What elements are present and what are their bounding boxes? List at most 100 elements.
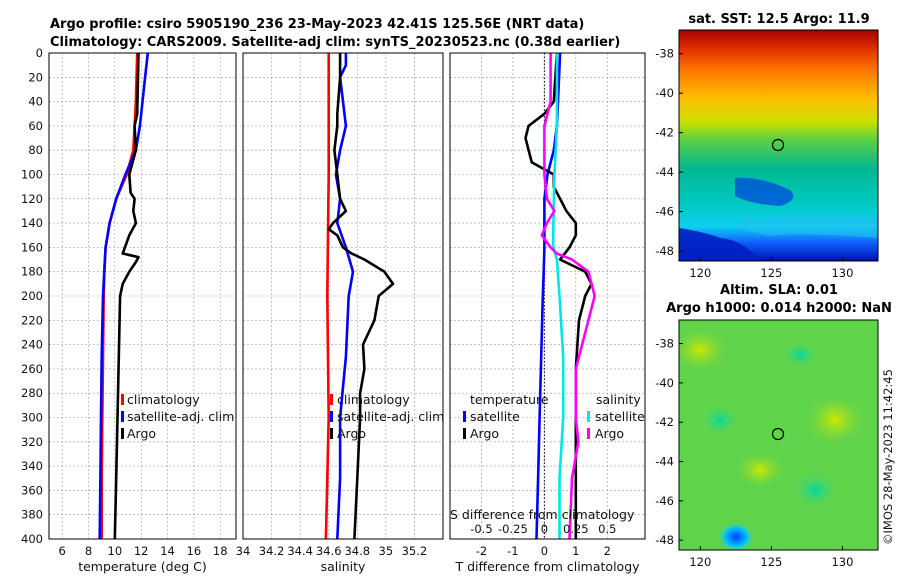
series-line-t-argo (524, 52, 593, 539)
salinity-legend: climatology satellite-adj. clim Argo (330, 392, 444, 441)
map-y-tick-label: -44 (655, 165, 674, 179)
s-tick-label: -0.25 (498, 522, 528, 536)
x-tick-label: 14 (160, 544, 175, 558)
sla-cyan-blob (793, 470, 837, 510)
legend-label-t-argo: Argo (470, 426, 499, 441)
x-tick-label: 8 (85, 544, 92, 558)
legend-swatch-argo (330, 428, 333, 439)
legend-label-satellite: satellite-adj. clim (337, 409, 444, 424)
sst-cold-pool (679, 228, 760, 261)
x-tick-label: 34.2 (259, 544, 285, 558)
map-y-tick-label: -38 (655, 47, 674, 61)
legend-swatch-satellite (330, 411, 333, 422)
salinity-panel: 34 34.2 34.4 34.6 34.8 35 35.2 salinity (236, 52, 444, 574)
s-tick-label: 0 (541, 522, 548, 536)
y-tick-label: 400 (21, 532, 43, 546)
y-tick-label: 0 (36, 46, 43, 60)
legend-label-t-satellite: satellite (470, 409, 520, 424)
x-axis-label: salinity (321, 559, 366, 574)
map-y-tick-label: -46 (655, 205, 674, 219)
map-y-tick-label: -38 (655, 337, 674, 351)
legend-label-s-satellite: satellite (595, 409, 645, 424)
sla-map-ticks: 120 125 130 -38 -40 -42 -44 -46 -48 (655, 337, 853, 569)
legend-label-climatology: climatology (337, 392, 410, 407)
y-tick-label: 80 (28, 143, 43, 157)
x-tick-label: 10 (108, 544, 123, 558)
x-tick-label: -1 (507, 544, 518, 558)
sla-cyan-blob (782, 341, 818, 369)
figure-title-line1: Argo profile: csiro 5905190_236 23-May-2… (50, 17, 584, 32)
sla-yellow-blob (805, 394, 865, 446)
x-tick-label: 16 (187, 544, 202, 558)
y-tick-label: 340 (21, 459, 43, 473)
legend-label-climatology: climatology (127, 392, 200, 407)
figure-title-line2: Climatology: CARS2009. Satellite-adj cli… (50, 35, 620, 50)
temperature-legend: climatology satellite-adj. clim Argo (121, 392, 234, 441)
y-tick-label: 60 (28, 119, 43, 133)
series-line-argo (113, 52, 140, 540)
map-x-tick-label: 120 (689, 555, 711, 569)
s-tick-label: -0.5 (470, 522, 492, 536)
legend-label-satellite: satellite-adj. clim (127, 409, 234, 424)
y-tick-label: 160 (21, 240, 43, 254)
map-y-tick-label: -44 (655, 455, 674, 469)
x-tick-label: 34.8 (344, 544, 370, 558)
x-axis-label: temperature (deg C) (78, 559, 207, 574)
y-tick-label: 100 (21, 168, 43, 182)
legend-label-s-argo: Argo (595, 426, 624, 441)
imos-watermark: ©IMOS 28-May-2023 11:42:45 (881, 369, 895, 545)
legend-swatch-argo (121, 428, 124, 439)
series-line-climatology (324, 53, 331, 540)
series-line-satellite-adj-clim (98, 52, 150, 540)
map-x-tick-label: 125 (760, 555, 782, 569)
sla-yellow-blob (736, 452, 784, 488)
y-tick-label: 300 (21, 411, 43, 425)
x-tick-label: 35.2 (402, 544, 428, 558)
difference-legend: temperature satellite Argo salinity sate… (463, 392, 645, 441)
series-line-argo (327, 53, 395, 540)
map-y-tick-label: -40 (655, 376, 674, 390)
y-tick-label: 360 (21, 483, 43, 497)
x-tick-label: 18 (213, 544, 228, 558)
x-tick-label: 35 (379, 544, 394, 558)
sla-map-title-line1: Altim. SLA: 0.01 (720, 283, 838, 298)
y-tick-label: 380 (21, 508, 43, 522)
x-tick-label: -2 (476, 544, 487, 558)
map-y-tick-label: -48 (655, 244, 674, 258)
s-difference-ticks: -0.5 -0.25 0 0.25 0.5 (470, 522, 616, 536)
x-tick-label: 6 (59, 544, 66, 558)
y-tick-label: 200 (21, 289, 43, 303)
y-tick-label: 260 (21, 362, 43, 376)
legend-swatch-t-argo (463, 428, 466, 439)
sst-map-title: sat. SST: 12.5 Argo: 11.9 (688, 12, 869, 27)
sst-map (679, 30, 878, 261)
temperature-panel: 0 20 40 60 80 100 120 140 160 180 200 220 240 260 280 3… (21, 46, 237, 574)
y-tick-label: 240 (21, 338, 43, 352)
legend-swatch-s-satellite (587, 411, 590, 422)
series-line-satellite-adj-clim (334, 53, 355, 540)
sla-map-frame (678, 319, 879, 551)
y-tick-label: 40 (28, 95, 43, 109)
y-tick-label: 320 (21, 435, 43, 449)
plot-frame (242, 52, 444, 540)
x-tick-label: 1 (572, 544, 579, 558)
x-tick-label: 2 (604, 544, 611, 558)
legend-label-argo: Argo (337, 426, 366, 441)
sla-argo-marker (771, 427, 785, 441)
sla-map (679, 320, 878, 550)
difference-panel: -2 -1 0 1 2T difference from climatology (449, 52, 646, 574)
y-tick-label: 180 (21, 265, 43, 279)
x-tick-label: 0 (541, 544, 548, 558)
map-x-tick-label: 130 (831, 266, 853, 280)
s-tick-label: 0.25 (563, 522, 589, 536)
map-x-tick-label: 120 (689, 266, 711, 280)
legend-label-argo: Argo (127, 426, 156, 441)
x-tick-label: 12 (134, 544, 149, 558)
x-tick-label: 34.6 (316, 544, 342, 558)
sst-blue-patch (735, 177, 794, 206)
legend-swatch-climatology (121, 394, 124, 405)
plot-frame (449, 52, 646, 540)
plot-frame (48, 52, 237, 540)
y-tick-label: 20 (28, 70, 43, 84)
